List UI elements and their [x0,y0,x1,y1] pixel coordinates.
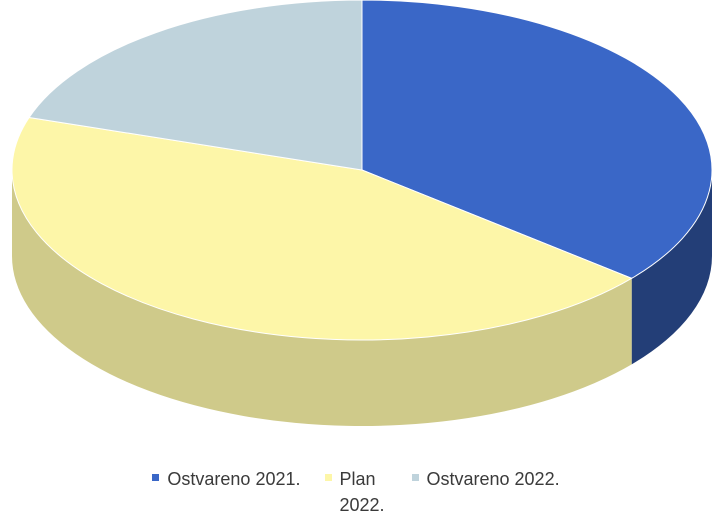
legend-swatch [324,474,332,481]
legend-label: Plan 2022. [339,469,385,515]
pie-slice-ostvareno-2022 [28,0,363,171]
legend-item-ostvareno-2021: Ostvareno 2021. [152,466,301,492]
legend-swatch [411,474,419,481]
pie-chart-svg [11,0,712,427]
legend-swatch [152,474,160,481]
pie-side-plan-2022 [11,170,632,427]
legend-label: Ostvareno 2022. [426,469,560,489]
pie-slice-ostvareno-2021 [361,0,712,279]
legend-item-ostvareno-2022: Ostvareno 2022. [411,466,560,492]
pie-side-ostvareno-2021 [631,170,712,365]
legend-item-plan-2022: Plan 2022. [324,466,388,518]
pie-slice-plan-2022 [11,116,633,341]
legend-label: Ostvareno 2021. [167,469,301,489]
chart-legend: Ostvareno 2021. Plan 2022. Ostvareno 202… [0,466,712,518]
pie-chart [11,0,712,427]
